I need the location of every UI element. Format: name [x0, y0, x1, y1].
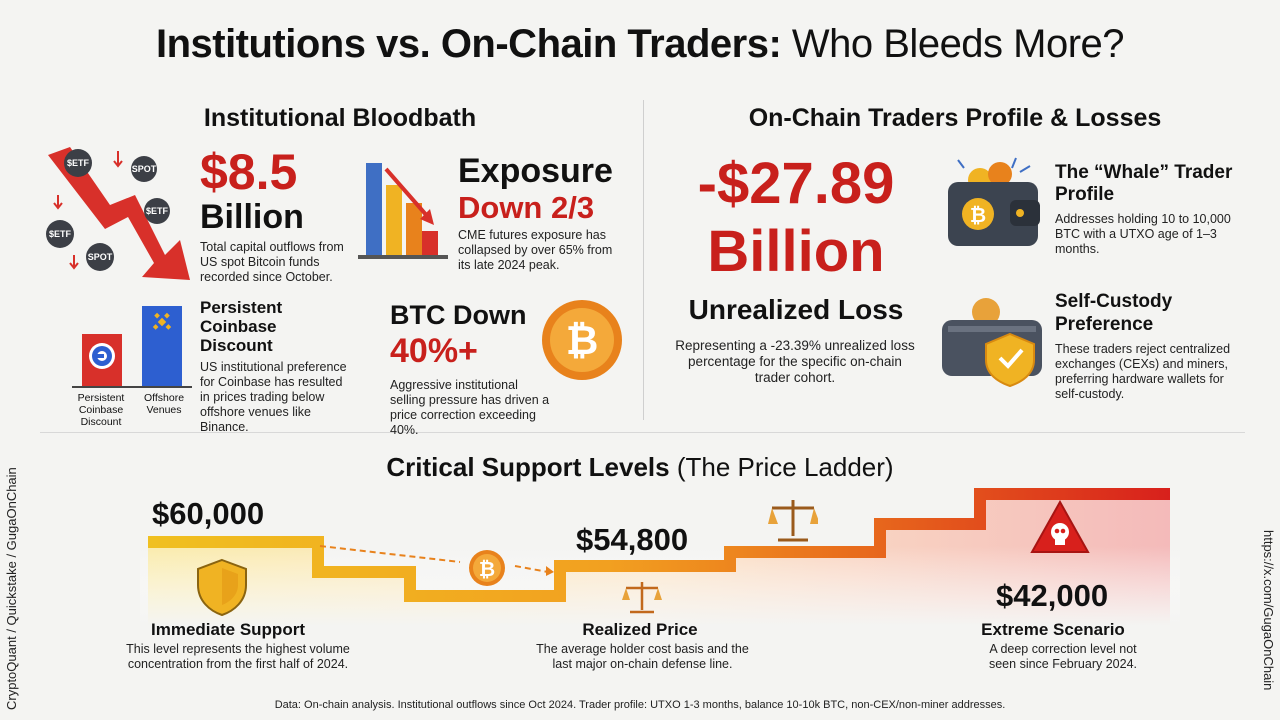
declining-bars-icon — [358, 163, 448, 259]
whale-title: The “Whale” Trader Profile — [1055, 162, 1233, 205]
loss-unit: Billion — [707, 219, 885, 284]
scales-icon — [622, 582, 662, 614]
btc-down-description: Aggressive institutional selling pressur… — [390, 378, 550, 437]
exposure-line2: Down 2/3 — [458, 190, 595, 225]
outflow-amount: $8.5 — [200, 144, 298, 200]
ladder-steps — [148, 488, 1170, 602]
coinbase-description: US institutional preference for Coinbase… — [200, 360, 347, 434]
level-price-60000: $60,000 — [152, 496, 265, 531]
warning-skull-icon — [1030, 500, 1090, 553]
spot-coin-icon — [86, 243, 114, 271]
etf-coin-icon — [46, 220, 74, 248]
loss-amount: -$27.89 — [697, 151, 895, 216]
whale-description: Addresses holding 10 to 10,000 BTC with … — [1055, 212, 1231, 256]
outflow-description: Total capital outflows from US spot Bitc… — [200, 240, 344, 284]
price-ladder-graphic: ₿ — [140, 488, 1180, 626]
btc-down-line1: BTC Down — [390, 300, 527, 330]
spot-coin-icon — [131, 156, 157, 182]
page-title: Institutions vs. On-Chain Traders: Who B… — [0, 22, 1280, 67]
ladder-heading-light: (The Price Ladder) — [676, 452, 894, 482]
custody-description: These traders reject centralized exchang… — [1055, 342, 1231, 401]
etf-coin-icon — [64, 149, 92, 177]
bitcoin-coin-icon: ₿ — [542, 300, 622, 380]
loss-description: Representing a -23.39% unrealized loss p… — [675, 338, 915, 385]
offshore-bar-label: Offshore Venues — [143, 392, 185, 416]
coin-label: SPOT — [88, 252, 113, 262]
hardware-wallet-shield-icon — [942, 298, 1042, 388]
coinbase-discount-chart — [72, 306, 192, 388]
level-price-54800: $54,800 — [576, 522, 689, 557]
dashed-arrow — [319, 545, 461, 563]
level-desc-immediate: This level represents the highest volume… — [126, 642, 350, 671]
footer-note: Data: On-chain analysis. Institutional o… — [274, 699, 1006, 711]
etf-coin-icon — [144, 198, 170, 224]
coin-label: $ETF — [146, 206, 169, 216]
level-label-immediate: Immediate Support — [151, 620, 305, 639]
level-label-realized: Realized Price — [582, 620, 698, 639]
svg-text:₿: ₿ — [970, 205, 986, 227]
level-price-42000: $42,000 — [996, 578, 1109, 613]
ladder-heading-bold: Critical Support Levels — [386, 452, 670, 482]
exposure-line1: Exposure — [458, 152, 613, 190]
outflow-arrow-illustration: $ETF SPOT $ETF $ETF SPOT — [46, 147, 190, 280]
falling-arrow-icon — [48, 147, 190, 280]
source-credit-right[interactable]: https://x.com/GugaOnChain — [1261, 530, 1276, 691]
outflow-unit: Billion — [200, 198, 304, 236]
scales-icon — [768, 500, 818, 542]
wallet-icon: ₿ — [948, 157, 1040, 246]
down-arrow-icon — [69, 255, 79, 270]
title-bold: Institutions vs. On-Chain Traders: — [155, 22, 782, 66]
coin-label: $ETF — [67, 158, 90, 168]
level-label-extreme: Extreme Scenario — [981, 620, 1125, 639]
shield-icon — [197, 558, 247, 616]
onchain-heading: On-Chain Traders Profile & Losses — [748, 104, 1162, 132]
level-desc-realized: The average holder cost basis and the la… — [536, 642, 749, 671]
coin-label: $ETF — [49, 229, 72, 239]
down-arrow-icon — [113, 151, 123, 168]
institutional-heading: Institutional Bloodbath — [203, 104, 477, 132]
svg-text:₿: ₿ — [479, 559, 495, 581]
ladder-heading: Critical Support Levels (The Price Ladde… — [0, 452, 1280, 483]
custody-title: Self-Custody Preference — [1055, 291, 1173, 335]
btc-down-line2: 40%+ — [390, 332, 478, 370]
coin-label: SPOT — [132, 164, 157, 174]
coinbase-bar-label: Persistent Coinbase Discount — [77, 392, 125, 428]
loss-label: Unrealized Loss — [688, 294, 904, 325]
exposure-description: CME futures exposure has collapsed by ov… — [458, 228, 613, 272]
coinbase-title: Persistent Coinbase Discount — [200, 298, 283, 355]
horizontal-divider — [40, 432, 1245, 433]
title-light: Who Bleeds More? — [791, 22, 1125, 66]
down-arrow-icon — [53, 195, 63, 210]
level-desc-extreme: A deep correction level not seen since F… — [988, 642, 1137, 671]
vertical-divider — [643, 100, 644, 420]
source-credit-left: CryptoQuant / Quickstake / GugaOnChain — [4, 467, 19, 710]
svg-text:₿: ₿ — [566, 319, 599, 363]
